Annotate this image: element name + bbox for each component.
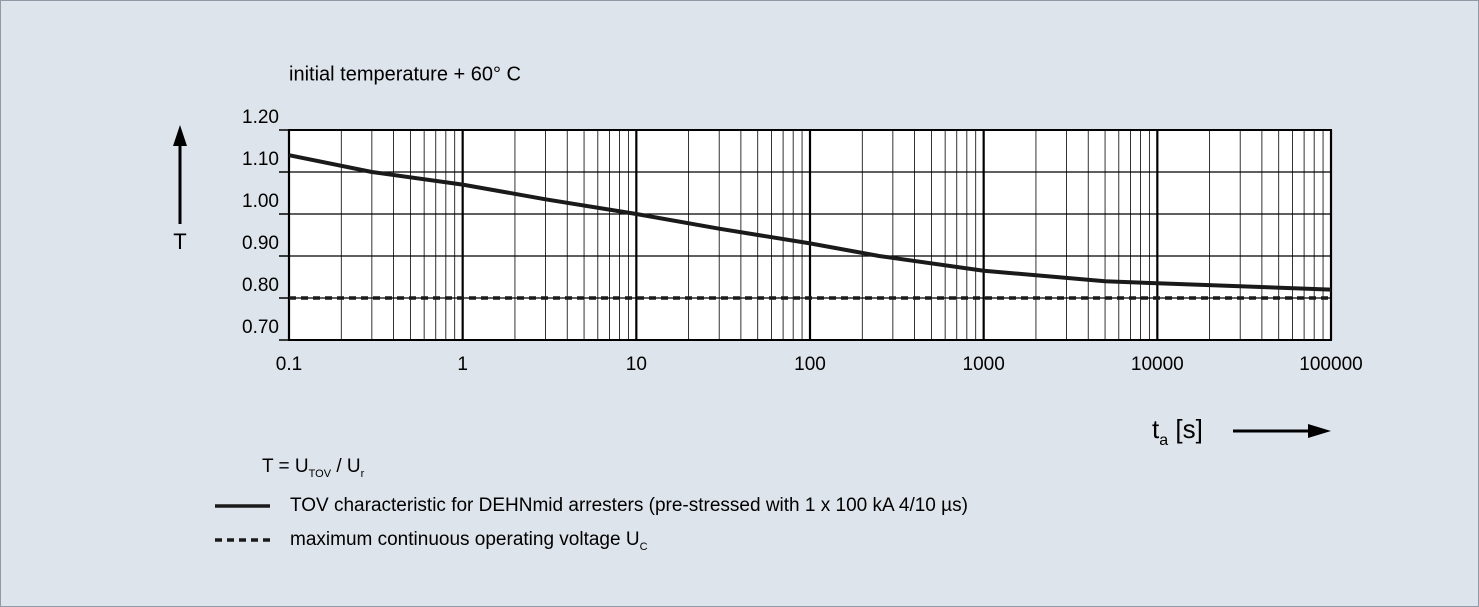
series-line [288,153,1332,292]
chart-title: initial temperature + 60° C [289,63,521,85]
legend-sub: C [640,541,648,553]
x-label-sub: a [1159,432,1168,449]
x-arrowhead [1308,424,1331,438]
x-tick-label: 100 [794,354,826,375]
x-label-rest: [s] [1168,414,1203,444]
y-label: T [173,229,186,254]
legend-label: maximum continuous operating voltage UC [290,529,648,553]
x-tick-label: 1000 [963,354,1005,375]
y-tick-label: 0.90 [242,233,279,254]
plot-border [288,129,1332,341]
formula-part: / U [331,456,361,477]
y-tick-label: 1.00 [242,191,279,212]
x-label-main: t [1152,414,1160,444]
legend-name: maximum continuous operating voltage U [290,529,640,550]
x-tick-label: 10 [626,354,647,375]
y-tick-label: 1.10 [242,149,279,170]
y-arrowhead [173,125,187,146]
x-tick-label: 1 [457,354,468,375]
x-tick-label: 10000 [1131,354,1184,375]
legend-label: TOV characteristic for DEHNmid arresters… [290,495,968,516]
x-tick-label: 0.1 [276,354,302,375]
y-tick-label: 1.20 [242,107,279,128]
y-tick-label: 0.70 [242,317,279,338]
formula-sub: r [361,468,365,480]
grid [279,129,1333,341]
legend-name: TOV characteristic for DEHNmid arresters… [290,495,968,516]
formula-part: T = U [262,456,309,477]
formula-sub: TOV [309,468,332,480]
formula: T = UTOV / Ur [262,456,365,480]
x-tick-label: 100000 [1299,354,1362,375]
y-tick-label: 0.80 [242,275,279,296]
marks [288,153,1332,300]
x-label: ta [s] [1152,414,1203,449]
